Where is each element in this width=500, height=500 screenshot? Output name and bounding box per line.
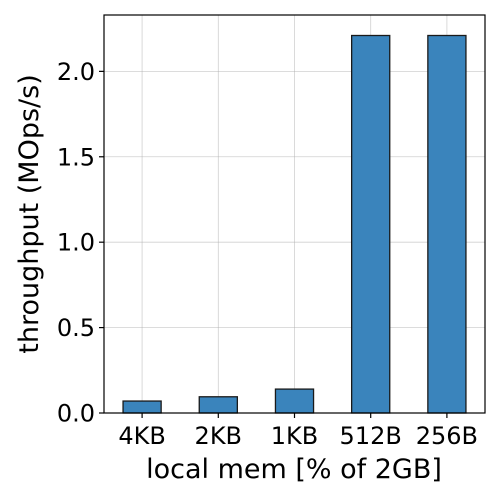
bar-2kb xyxy=(198,396,238,414)
bar-1kb xyxy=(274,388,315,414)
bar-4kb xyxy=(122,400,162,414)
x-tick-label: 2KB xyxy=(195,422,242,450)
x-tick-label: 256B xyxy=(416,422,478,450)
bar-512b xyxy=(350,34,391,414)
x-axis-title: local mem [% of 2GB] xyxy=(146,454,442,485)
bar-256b xyxy=(427,34,467,414)
x-tick-label: 4KB xyxy=(118,422,165,450)
bars xyxy=(122,34,467,414)
y-tick-label: 2.0 xyxy=(57,58,95,86)
y-tick-label: 0.5 xyxy=(57,314,95,342)
y-tick-label: 1.5 xyxy=(57,143,95,171)
y-tick-label: 0.0 xyxy=(57,400,95,428)
y-axis-title: throughput (MOps/s) xyxy=(14,74,45,354)
x-tick-label: 512B xyxy=(340,422,402,450)
y-tick-label: 1.0 xyxy=(57,229,95,257)
x-tick-label: 1KB xyxy=(271,422,318,450)
ticks: 0.0 0.5 1.0 1.5 2.0 4KB 2KB 1KB 512B 256B xyxy=(57,58,478,450)
